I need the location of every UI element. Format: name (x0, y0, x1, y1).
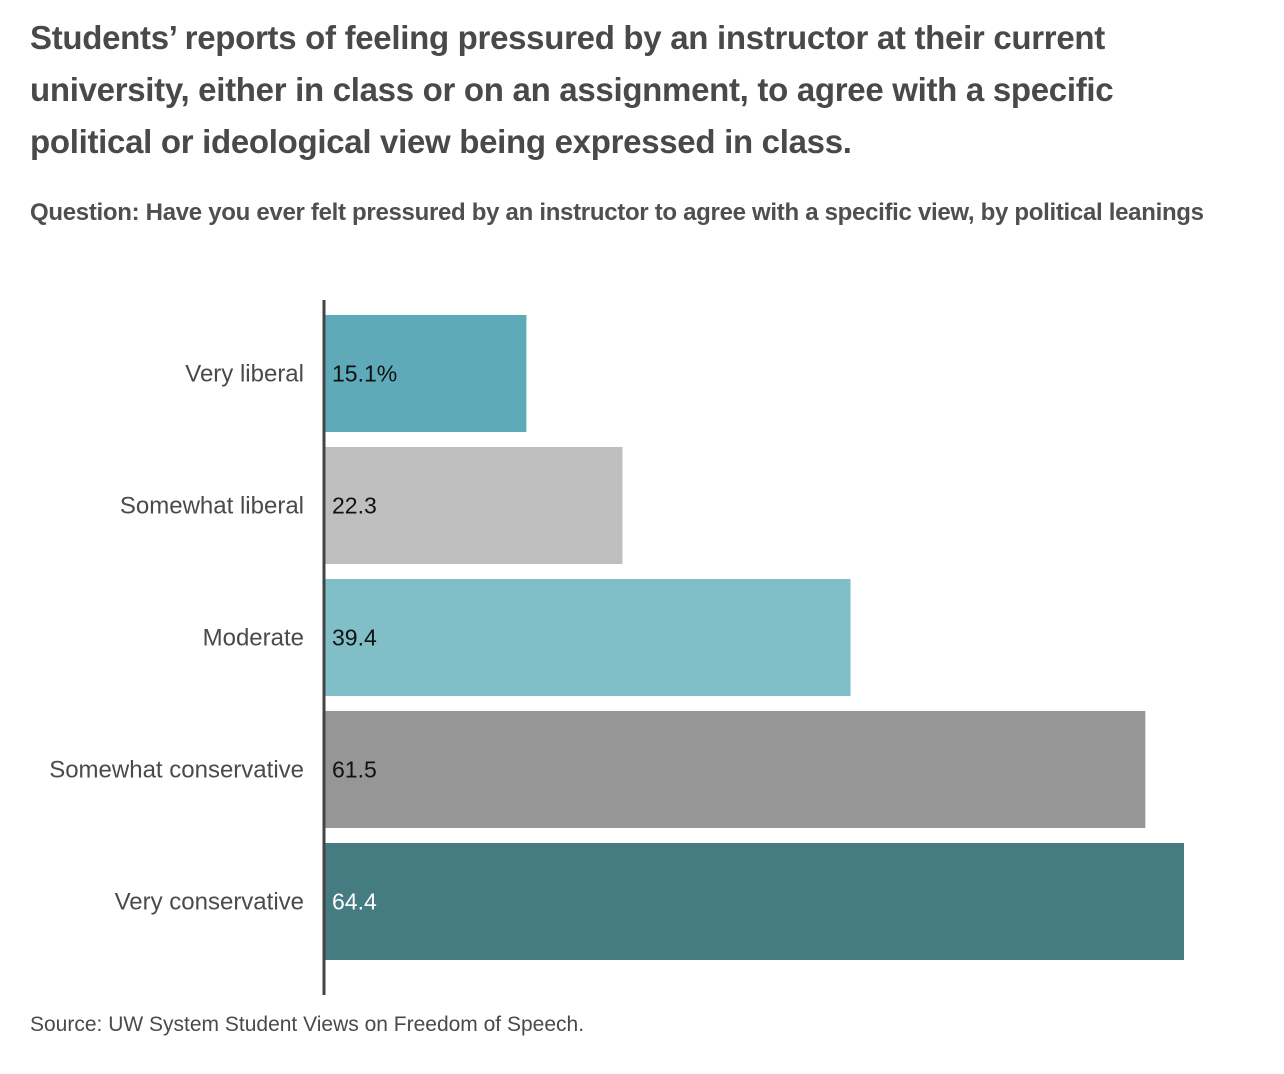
value-label: 64.4 (332, 889, 377, 915)
bar-somewhat-liberal (325, 447, 623, 564)
chart-title: Students’ reports of feeling pressured b… (30, 19, 1114, 160)
bar-chart: Very liberal 15.1% Somewhat liberal 22.3 Mod… (49, 300, 1184, 995)
value-label: 22.3 (332, 493, 377, 519)
bars-group: Very liberal 15.1% Somewhat liberal 22.3 Mod… (49, 315, 1184, 960)
value-label: 39.4 (332, 625, 377, 651)
bar-very-conservative (325, 843, 1184, 960)
source-note: Source: UW System Student Views on Freed… (30, 1013, 585, 1036)
category-label: Very liberal (185, 361, 304, 388)
category-label: Very conservative (115, 889, 304, 916)
category-label: Somewhat conservative (49, 757, 304, 784)
bar-moderate (325, 579, 851, 696)
chart-subtitle: Question: Have you ever felt pressured b… (30, 199, 1204, 226)
category-label: Somewhat liberal (120, 493, 304, 520)
category-label: Moderate (203, 625, 304, 652)
bar-very-liberal (325, 315, 527, 432)
value-label: 61.5 (332, 757, 377, 783)
bar-somewhat-conservative (325, 711, 1146, 828)
value-label: 15.1% (332, 361, 397, 387)
